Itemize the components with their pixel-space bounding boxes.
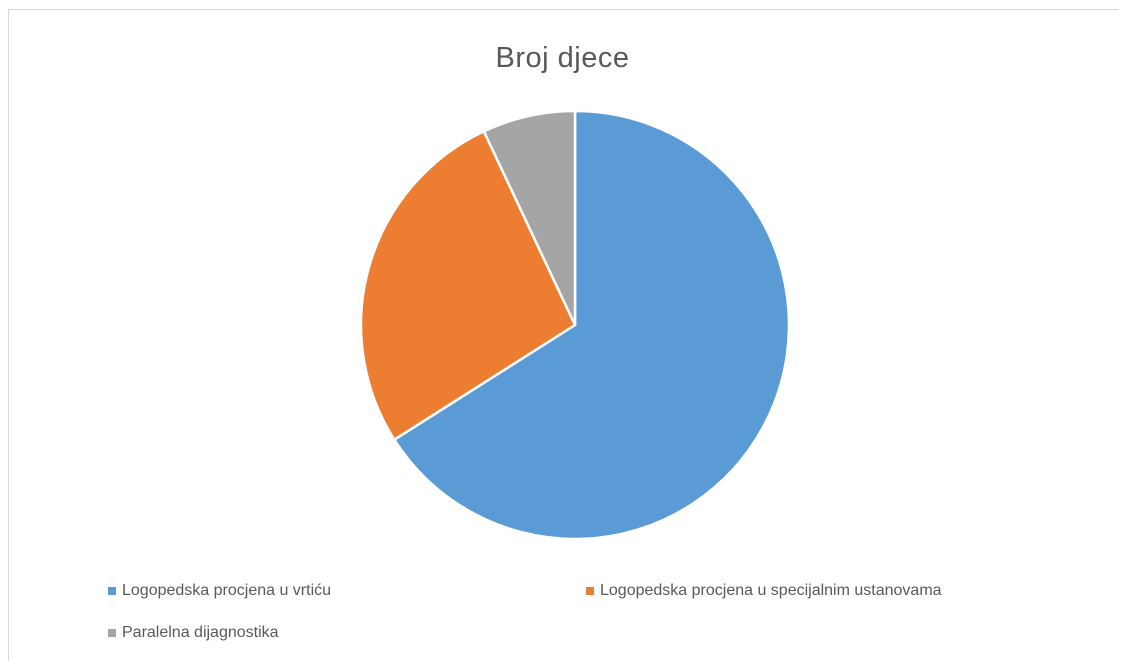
chart-title: Broj djece bbox=[495, 42, 630, 74]
legend-label-vrtic: Logopedska procjena u vrtiću bbox=[122, 582, 332, 599]
chart-frame bbox=[8, 9, 1118, 661]
legend-swatch-specijalne-ustanove bbox=[586, 587, 594, 595]
legend-item-paralelna-dijagnostika: Paralelna dijagnostika bbox=[108, 624, 279, 642]
legend-label-paralelna-dijagnostika: Paralelna dijagnostika bbox=[122, 624, 279, 641]
legend-swatch-vrtic bbox=[108, 587, 116, 595]
legend-swatch-paralelna-dijagnostika bbox=[108, 629, 116, 637]
pie-slice-vrtic bbox=[392, 109, 791, 541]
legend-label-specijalne-ustanove: Logopedska procjena u specijalnim ustano… bbox=[600, 582, 942, 599]
pie-slice-paralelna-dijagnostika bbox=[482, 109, 577, 326]
legend-item-specijalne-ustanove: Logopedska procjena u specijalnim ustano… bbox=[586, 582, 942, 600]
pie-slice-specijalne-ustanove bbox=[359, 129, 577, 442]
legend-item-vrtic: Logopedska procjena u vrtiću bbox=[108, 582, 331, 600]
